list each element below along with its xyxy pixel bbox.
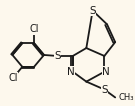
Text: CH₃: CH₃ [118, 93, 134, 102]
Text: Cl: Cl [8, 73, 18, 83]
Text: S: S [101, 84, 108, 95]
Text: S: S [89, 6, 96, 16]
Text: N: N [67, 67, 75, 77]
Text: Cl: Cl [29, 24, 39, 34]
Text: S: S [54, 51, 61, 61]
Text: N: N [102, 67, 110, 77]
